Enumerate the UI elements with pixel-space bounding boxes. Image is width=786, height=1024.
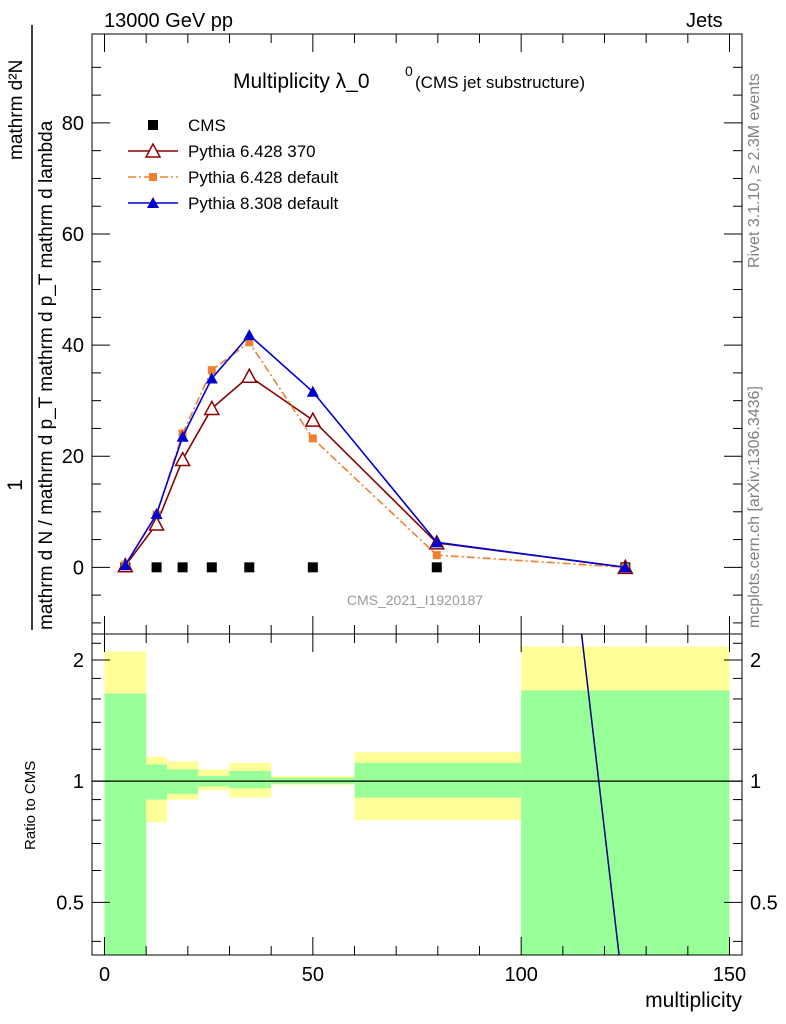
data-point: [430, 536, 443, 548]
jets-label: Jets: [686, 10, 723, 32]
ratio-band-green: [229, 770, 272, 789]
ratio-y-tick-label: 2: [73, 650, 84, 672]
data-point: [304, 411, 322, 427]
data-point: [148, 515, 165, 531]
series-line: [124, 341, 626, 569]
x-tick-label: 0: [99, 964, 110, 986]
y-tick-label: 0: [73, 557, 84, 579]
data-point: [306, 385, 319, 397]
x-tick-label: 50: [302, 964, 324, 986]
x-tick-label: 100: [504, 964, 537, 986]
ratio-y-tick-label-right: 0.5: [750, 892, 778, 914]
data-point: [174, 450, 191, 467]
mcplots-label: mcplots.cern.ch [arXiv:1306.3436]: [746, 386, 763, 628]
data-point: [432, 551, 441, 560]
energy-label: 13000 GeV pp: [104, 10, 233, 32]
series-line: [124, 333, 626, 569]
data-point: [176, 430, 189, 442]
legend-label: Pythia 6.428 default: [188, 168, 339, 187]
ratio-plot-frame: [91, 633, 743, 956]
data-point: [243, 329, 256, 341]
data-point: [207, 366, 216, 375]
data-point: [203, 399, 221, 416]
analysis-label: CMS_2021_I1920187: [347, 592, 483, 608]
y-tick-label: 20: [62, 446, 84, 468]
y-axis-label-numerator: 1: [4, 479, 27, 491]
ratio-y-tick-label: 0.5: [56, 892, 84, 914]
ratio-y-tick-label: 1: [73, 771, 84, 793]
series-3: [119, 329, 632, 573]
data-point: [431, 562, 442, 573]
data-point: [245, 338, 254, 347]
series-1: [117, 367, 634, 575]
data-point: [177, 562, 188, 573]
series-0: [120, 562, 631, 573]
series-line: [124, 375, 626, 569]
y-tick-label: 40: [62, 335, 84, 357]
data-point: [150, 508, 163, 519]
series-2: [121, 338, 630, 572]
rivet-version-label: Rivet 3.1.10, ≥ 2.3M events: [746, 73, 763, 268]
legend-label: Pythia 6.428 370: [188, 142, 316, 161]
y-axis-label-denominator: mathrm d N / mathrm d p_T mathrm d p_T m…: [36, 120, 57, 630]
legend: CMS Pythia 6.428 370 Pythia 6.428 default P…: [128, 116, 339, 213]
ratio-band-green: [354, 762, 522, 798]
legend-label: CMS: [188, 116, 226, 135]
data-point: [151, 562, 162, 573]
legend-label: Pythia 8.308 default: [188, 194, 339, 213]
ratio-plot: 0 50 100 150 multiplicity 0.5 0.5 1 1 2 2: [56, 633, 778, 1012]
x-tick-label: 150: [713, 964, 746, 986]
data-point: [206, 562, 217, 573]
ratio-y-tick-label-right: 1: [750, 771, 761, 793]
y-tick-label: 80: [62, 113, 84, 135]
chart-subtitle: (CMS jet substructure): [415, 73, 585, 92]
y-tick-label: 60: [62, 224, 84, 246]
data-point: [308, 434, 317, 443]
data-point: [619, 561, 632, 573]
y-axis-label: 1 mathrm d N / mathrm d p_T mathrm d p_T …: [4, 25, 57, 630]
legend-marker: [147, 197, 159, 208]
data-point: [244, 562, 255, 573]
ratio-line-pythia8: [580, 633, 620, 956]
legend-marker: [148, 120, 158, 130]
data-point: [307, 562, 318, 573]
chart-title-superscript: 0: [405, 63, 413, 79]
chart-title: Multiplicity λ_0: [233, 70, 370, 93]
data-point: [241, 367, 258, 383]
ratio-band-green: [521, 690, 730, 955]
ratio-y-axis-label: Ratio to CMS: [22, 760, 39, 850]
data-point: [205, 372, 218, 384]
legend-marker: [149, 173, 157, 181]
x-axis-label: multiplicity: [645, 989, 742, 1012]
ratio-band-green: [146, 764, 167, 800]
ratio-band-green: [104, 693, 147, 955]
data-point: [119, 559, 132, 571]
ratio-y-tick-label-right: 2: [750, 650, 761, 672]
legend-marker: [144, 142, 162, 158]
y-axis-label-top: mathrm d²N: [6, 60, 27, 160]
